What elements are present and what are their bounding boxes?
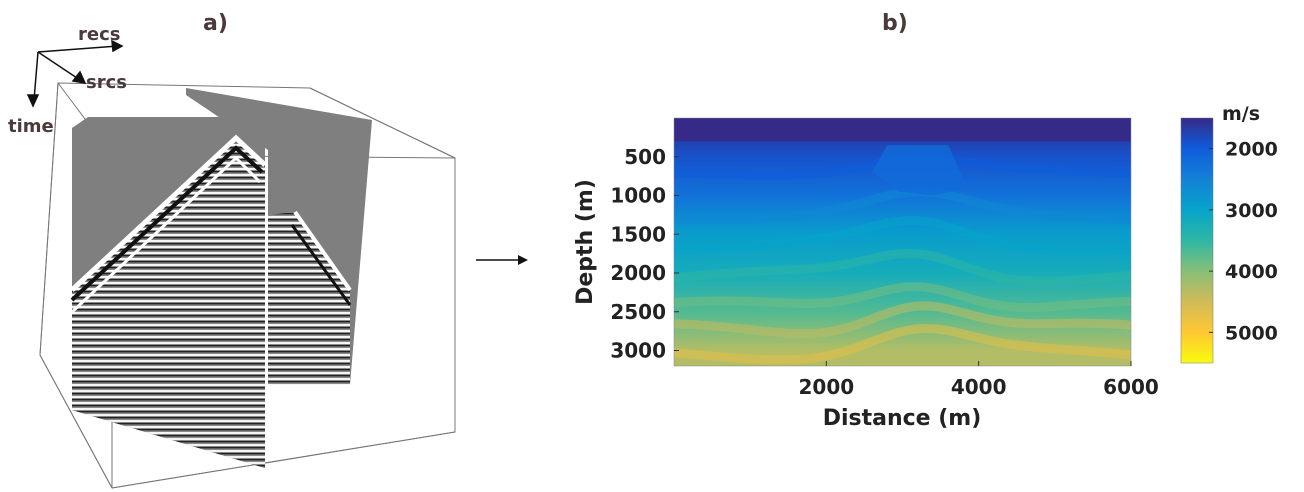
- salt-body: [872, 145, 968, 196]
- geologic-layer: [674, 248, 1131, 286]
- y-tick-label: 1000: [610, 184, 666, 208]
- geologic-layer: [674, 323, 1131, 365]
- x-axis-ticks: 2000 4000 6000: [798, 361, 1159, 399]
- axis-arrows: [26, 39, 124, 108]
- y-axis-label: Depth (m): [573, 179, 598, 305]
- x-axis-label: Distance (m): [823, 406, 982, 431]
- water-layer: [674, 118, 1131, 142]
- y-tick-label: 1500: [610, 222, 666, 246]
- geologic-layer: [674, 215, 1131, 256]
- recs-arrow-icon: [111, 39, 124, 53]
- colorbar-tick-label: 5000: [1225, 322, 1278, 344]
- colorbar-tick-label: 4000: [1225, 261, 1278, 283]
- recs-axis-label: recs: [78, 24, 120, 45]
- transform-arrow: [476, 255, 528, 265]
- seismic-crossline-slice: [186, 88, 372, 385]
- y-tick-label: 2000: [610, 261, 666, 285]
- y-tick-label: 3000: [610, 339, 666, 363]
- srcs-axis-label: srcs: [86, 72, 127, 93]
- panel-a: a): [8, 11, 456, 489]
- panel-a-label: a): [203, 11, 228, 36]
- time-arrow-icon: [26, 94, 40, 108]
- colorbar: 2000 3000 4000 5000 m/s: [1180, 103, 1278, 364]
- geologic-layer: [674, 301, 1131, 339]
- geologic-layer: [674, 187, 1131, 224]
- x-tick-label: 4000: [951, 375, 1007, 399]
- srcs-arrow-icon: [71, 70, 87, 84]
- y-axis-ticks: 500 1000 1500 2000 2500 3000: [610, 145, 679, 363]
- x-tick-label: 6000: [1103, 375, 1159, 399]
- velocity-heatmap: [673, 117, 1132, 367]
- colorbar-ticks: 2000 3000 4000 5000: [1209, 139, 1278, 344]
- right-arrow-icon: [518, 255, 528, 265]
- colorbar-tick-label: 2000: [1225, 139, 1278, 161]
- colorbar-unit-label: m/s: [1222, 103, 1260, 125]
- y-tick-label: 500: [624, 145, 666, 169]
- x-tick-label: 2000: [798, 375, 854, 399]
- y-tick-label: 2500: [610, 300, 666, 324]
- panel-b-label: b): [882, 11, 908, 36]
- colorbar-tick-label: 3000: [1225, 200, 1278, 222]
- seismic-inline-slice: [70, 117, 267, 468]
- geologic-layer: [674, 282, 1131, 313]
- time-axis-label: time: [8, 116, 54, 137]
